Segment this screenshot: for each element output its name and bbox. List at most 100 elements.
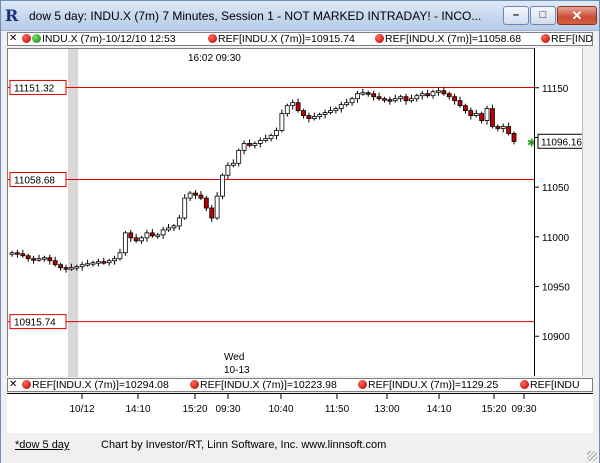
candle-body (500, 126, 506, 129)
legend-item-ref-4[interactable]: REF[INDU.X (7m)]=10294.08 (22, 379, 169, 391)
candle-body (484, 108, 490, 121)
candle-body (376, 96, 382, 100)
candle-body (295, 102, 301, 112)
candle-body (290, 102, 296, 107)
legend-item-ref-3[interactable]: REF[INDU (541, 33, 592, 45)
candle-body (387, 99, 393, 102)
candle-body (479, 113, 485, 121)
candle-body (171, 225, 177, 229)
chart-tab[interactable]: *dow 5 day (15, 439, 70, 451)
candle-body (128, 232, 134, 239)
ref-label-box (9, 314, 67, 330)
candle-body (506, 126, 512, 134)
candle-body (139, 237, 144, 242)
legend-item-price[interactable]: INDU.X (7m)-10/12/10 12:53 (22, 33, 176, 45)
candle-body (468, 110, 474, 116)
resize-grip-icon[interactable] (587, 451, 597, 461)
candle-body (257, 140, 263, 144)
candle-body (398, 96, 404, 100)
candle-body (198, 194, 204, 199)
candle-body (473, 113, 479, 116)
candle-body (457, 100, 463, 107)
x-tick-label: 15:20 (481, 404, 506, 415)
legend-item-ref-2[interactable]: REF[INDU.X (7m)]=11058.68 (375, 33, 521, 45)
candle-body (14, 252, 20, 255)
candle-body (441, 90, 447, 95)
vertical-scrollbar[interactable] (582, 48, 593, 376)
candle-body (360, 92, 366, 95)
maximize-icon: □ (539, 9, 547, 21)
minimize-button[interactable]: – (503, 6, 529, 25)
candle-body (284, 105, 290, 115)
candle-body (63, 267, 69, 270)
status-dot-icon (22, 380, 31, 389)
last-price-marker-icon: ✱ (527, 136, 535, 149)
candle-body (436, 90, 441, 93)
candle-body (85, 263, 90, 266)
last-price-label: 11096.16 (541, 137, 582, 148)
candle-body (311, 116, 317, 119)
candle-body (392, 98, 398, 102)
candle-body (446, 93, 452, 98)
ref-label-box (9, 172, 67, 188)
candle-body (36, 258, 42, 261)
status-dot-icon (22, 34, 31, 43)
candle-body (90, 262, 96, 265)
candle-body (403, 96, 409, 102)
price-axis[interactable]: 11150111001105011000109501090011096.16 (534, 48, 584, 376)
y-tick-label: 10900 (542, 332, 570, 343)
candle-body (122, 232, 128, 254)
candle-body (106, 260, 112, 264)
candle-body (414, 95, 420, 100)
candle-body (333, 108, 339, 112)
status-dot-icon (520, 380, 529, 389)
candlestick-chart: 11151.32 11058.68 10915.74 16:02 09:30 Wed… (8, 49, 535, 377)
legend-item-ref-6[interactable]: REF[INDU.X (7m)]=1129.25 (358, 379, 498, 391)
candle-body (322, 112, 328, 116)
ref-line-label: 11151.32 (14, 83, 55, 94)
candle-body (133, 237, 139, 242)
x-tick-label: 09:30 (511, 404, 536, 415)
candle-body (247, 143, 252, 146)
candle-body (306, 115, 312, 119)
time-axis[interactable]: 10/12 14:10 15:20 09:30 10:40 11:50 13:00 14:10… (7, 393, 593, 433)
ref-line-label: 10915.74 (14, 318, 56, 329)
close-pane-icon[interactable]: ✕ (9, 33, 18, 44)
ref-label-box (9, 79, 67, 95)
candle-body (301, 110, 306, 116)
price-chart-area[interactable]: 11151.32 11058.68 10915.74 16:02 09:30 Wed… (7, 48, 535, 377)
candle-body (344, 102, 350, 106)
candle-body (176, 217, 182, 227)
candle-body (58, 264, 63, 269)
legend-item-ref-7[interactable]: REF[INDU (520, 379, 580, 391)
candle-body (263, 138, 269, 141)
credit-text: Chart by Investor/RT, Linn Software, Inc… (101, 439, 387, 451)
maximize-button[interactable]: □ (530, 6, 556, 25)
y-tick-label: 11050 (542, 183, 570, 194)
candle-body (274, 130, 279, 136)
legend-item-ref-1[interactable]: REF[INDU.X (7m)]=10915.74 (208, 33, 355, 45)
time-axis-svg: 10/12 14:10 15:20 09:30 10:40 11:50 13:00 14:10… (69, 394, 537, 415)
candle-body (279, 113, 285, 131)
candle-body (117, 252, 123, 260)
x-tick-label: 10:40 (268, 404, 293, 415)
candle-body (268, 135, 274, 139)
close-pane-icon[interactable]: ✕ (9, 379, 18, 390)
x-tick-label: 13:00 (374, 404, 399, 415)
candle-body (349, 98, 355, 104)
date-label: 10-13 (224, 365, 250, 376)
minimize-icon: – (512, 9, 520, 21)
candle-body (74, 266, 80, 269)
close-button[interactable]: ✕ (557, 6, 597, 25)
candle-body (230, 162, 236, 166)
legend-item-ref-5[interactable]: REF[INDU.X (7m)]=10223.98 (190, 379, 337, 391)
candle-body (241, 143, 247, 151)
candle-body (52, 260, 58, 266)
candle-body (463, 105, 468, 112)
candle-body (317, 114, 323, 117)
app-logo-icon: R (5, 6, 19, 25)
title-bar[interactable]: R dow 5 day: INDU.X (7m) 7 Minutes, Sess… (1, 1, 599, 31)
candle-body (166, 227, 171, 231)
candle-body (9, 252, 15, 255)
ref-line-label: 11058.68 (14, 176, 55, 187)
